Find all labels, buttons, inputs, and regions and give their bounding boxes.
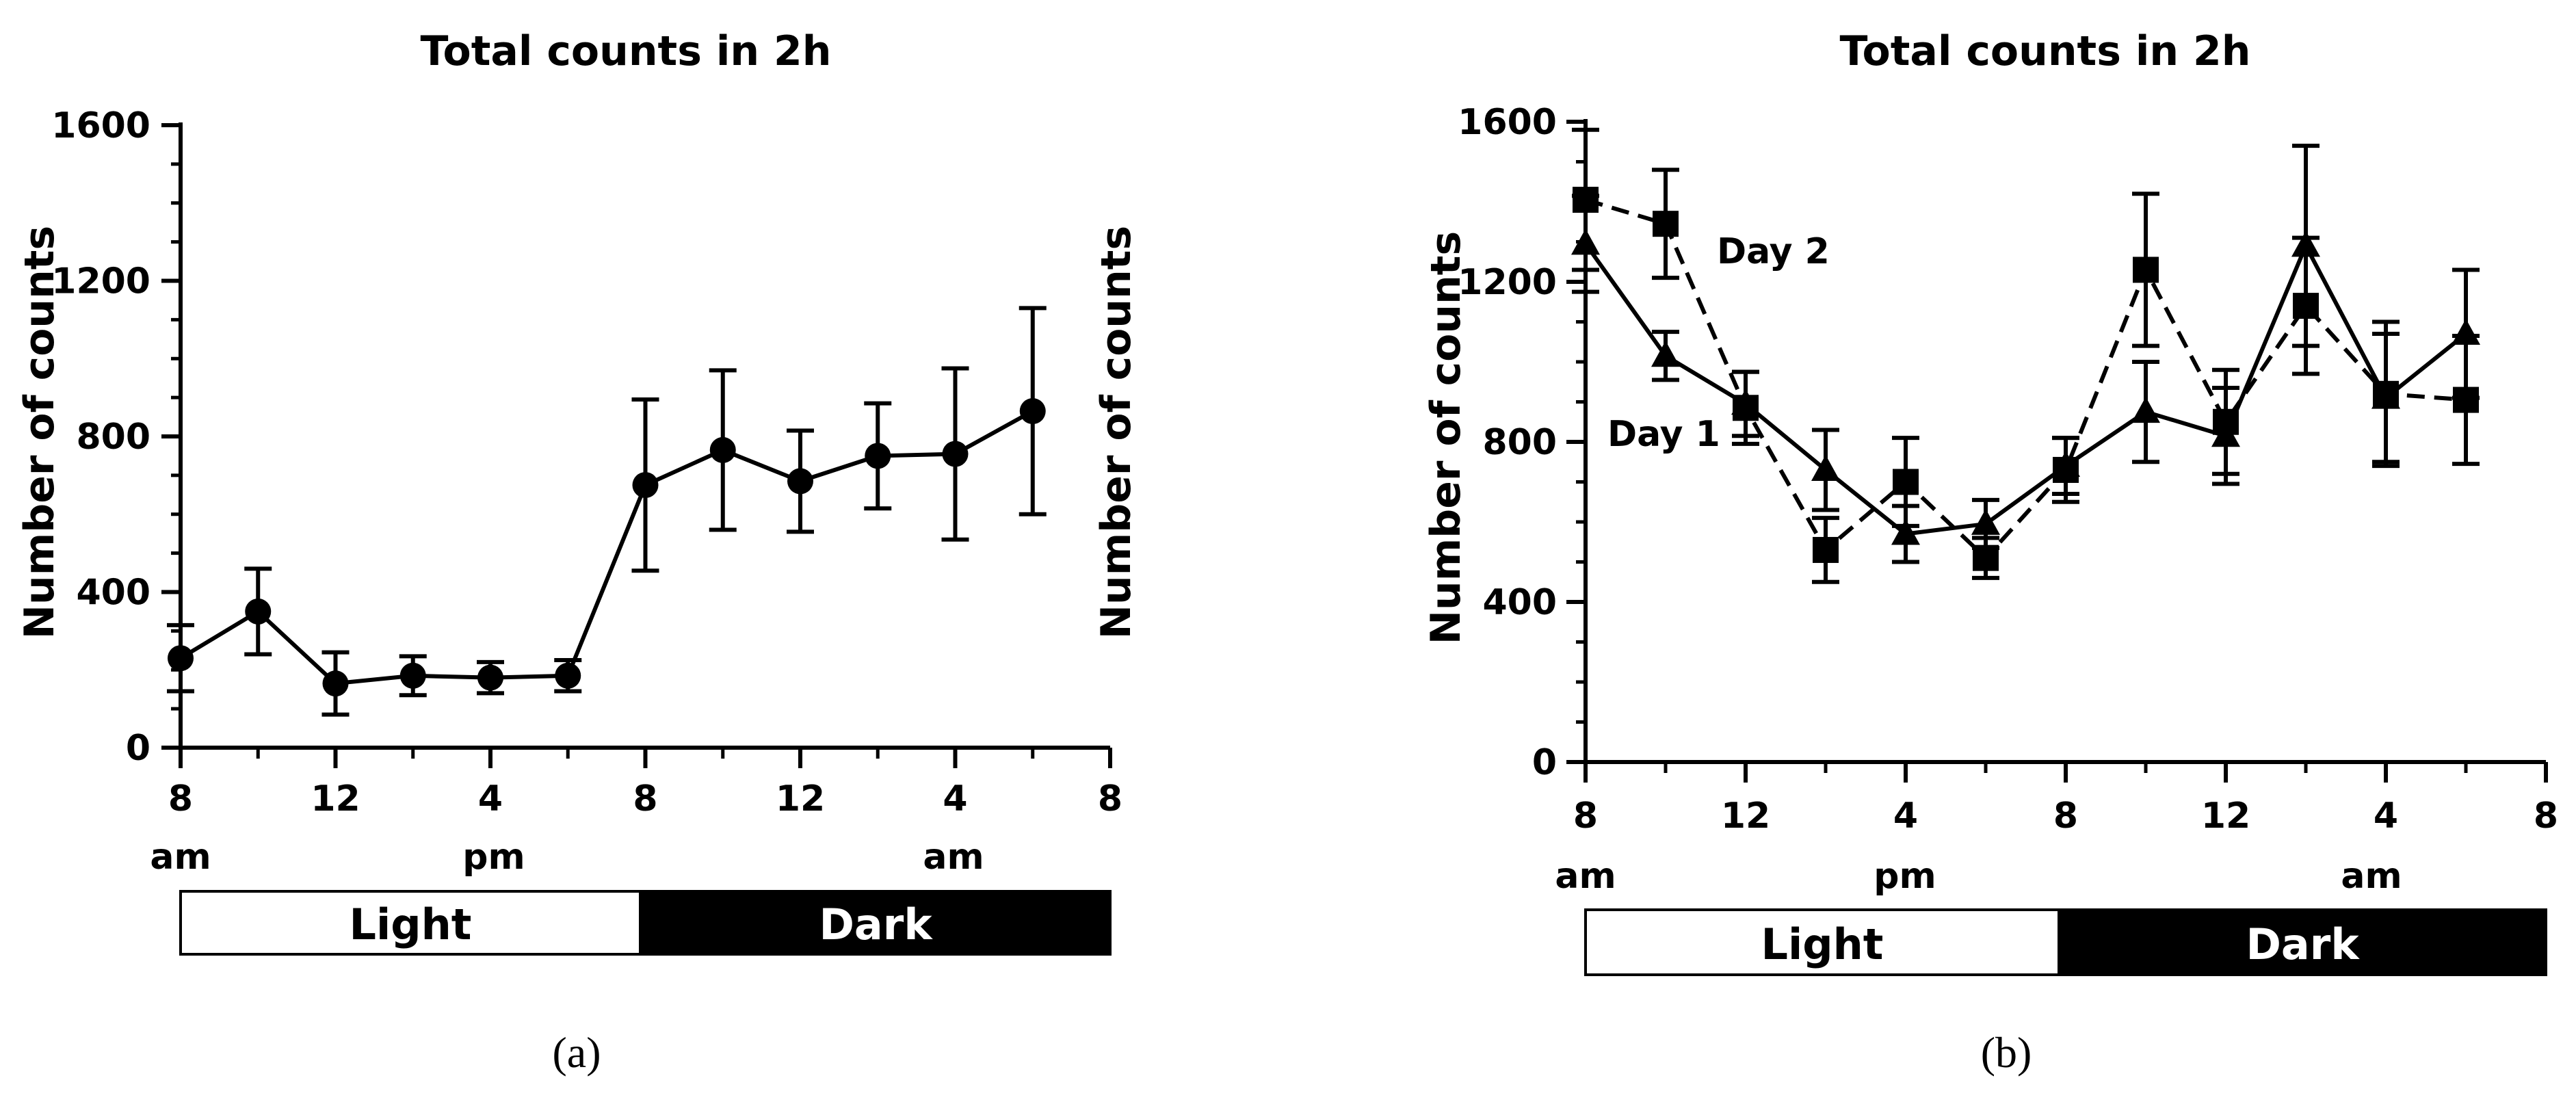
panel-a-xsub-am-2: am — [923, 837, 984, 878]
data-point — [2293, 293, 2319, 319]
y-tick-label: 0 — [126, 728, 150, 769]
data-point — [1573, 187, 1599, 213]
x-tick-label: 4 — [943, 778, 967, 819]
panel-a-right-y-axis-label: Number of counts — [1092, 226, 1140, 639]
data-point — [1651, 341, 1680, 367]
y-tick-label: 1200 — [1458, 262, 1557, 303]
y-tick-label: 400 — [1482, 582, 1557, 623]
data-point — [322, 670, 349, 697]
y-tick-label: 1600 — [1458, 102, 1557, 143]
data-point — [2453, 386, 2479, 413]
panel-b-light-label: Light — [1761, 919, 1884, 969]
panel-b-xsub-pm: pm — [1874, 856, 1936, 897]
data-point — [168, 645, 194, 672]
y-tick-label: 0 — [1532, 742, 1557, 783]
panel-b-xsub-am-1: am — [1555, 856, 1616, 897]
data-point — [1813, 536, 1839, 563]
y-tick-label: 1600 — [51, 105, 150, 146]
data-point — [632, 472, 659, 499]
x-tick-label: 12 — [311, 778, 360, 819]
panel-b: Total counts in 2h Number of counts am p… — [1422, 27, 2547, 1077]
x-tick-label: 12 — [776, 778, 825, 819]
x-tick-label: 8 — [168, 778, 193, 819]
data-point — [1653, 211, 1679, 237]
panel-b-y-axis-label: Number of counts — [1422, 231, 1470, 644]
panel-b-dark-label: Dark — [2246, 919, 2360, 969]
x-tick-label: 4 — [478, 778, 503, 819]
series-line — [179, 409, 1034, 686]
panel-b-caption: (b) — [1981, 1028, 2032, 1077]
data-point — [555, 662, 581, 689]
panel-a-xsub-am-1: am — [150, 837, 211, 878]
data-point — [2452, 319, 2480, 345]
data-point — [1891, 519, 1920, 545]
data-point — [2373, 380, 2399, 407]
series-day-2: Day 2 — [1572, 127, 2480, 584]
series-label: Day 2 — [1717, 231, 1830, 272]
data-point — [1973, 545, 1999, 571]
panel-b-xsub-am-2: am — [2341, 856, 2402, 897]
y-tick-label: 400 — [76, 573, 150, 614]
panel-b-plot: 0 400 800 1200 1600 8 12 4 8 12 4 8 Day 1 Day 2 — [1458, 102, 2558, 837]
x-tick-label: 12 — [2201, 796, 2250, 837]
x-tick-label: 8 — [2534, 796, 2558, 837]
data-point — [245, 598, 272, 625]
panel-a-xsub-pm: pm — [462, 837, 525, 878]
series-day-1: Day 1 — [1571, 144, 2480, 564]
panel-a-caption: (a) — [552, 1028, 601, 1077]
panel-a-plot: 0 400 800 1200 1600 8 12 4 8 12 4 8 — [51, 105, 1122, 819]
series-counts — [167, 306, 1047, 717]
series-line — [1583, 241, 2467, 536]
x-tick-label: 12 — [1721, 796, 1770, 837]
data-point — [477, 664, 503, 691]
y-tick-label: 800 — [76, 417, 150, 458]
series-line — [1585, 198, 2467, 561]
x-tick-label: 8 — [2053, 796, 2078, 837]
x-tick-label: 8 — [1098, 778, 1122, 819]
y-tick-label: 800 — [1482, 422, 1557, 463]
x-tick-label: 4 — [2374, 796, 2398, 837]
data-point — [1733, 395, 1759, 421]
data-point — [1811, 454, 1840, 481]
panel-a-light-box — [179, 890, 642, 956]
x-tick-label: 8 — [1573, 796, 1598, 837]
panel-b-dark-box — [2058, 908, 2547, 976]
panel-a-dark-box — [639, 890, 1112, 956]
data-point — [865, 443, 891, 469]
data-point — [2053, 456, 2079, 483]
y-tick-label: 1200 — [51, 261, 150, 302]
panel-a-title: Total counts in 2h — [421, 27, 832, 75]
panel-a-y-axis-label: Number of counts — [16, 226, 64, 639]
data-point — [787, 468, 813, 495]
panel-a-light-label: Light — [350, 900, 472, 949]
x-tick-label: 8 — [633, 778, 657, 819]
panel-a: Total counts in 2h Number of counts Numb… — [16, 27, 1140, 1077]
data-point — [2133, 257, 2159, 283]
data-point — [1893, 469, 1919, 495]
data-point — [399, 662, 426, 689]
data-point — [942, 441, 969, 467]
panel-a-dark-label: Dark — [819, 900, 933, 949]
data-point — [1971, 508, 2000, 535]
data-point — [709, 436, 736, 463]
x-tick-label: 4 — [1893, 796, 1918, 837]
data-point — [2213, 408, 2239, 435]
panel-b-title: Total counts in 2h — [1840, 27, 2251, 75]
data-point — [2131, 397, 2160, 423]
series-label: Day 1 — [1607, 414, 1720, 455]
data-point — [1019, 398, 1046, 425]
